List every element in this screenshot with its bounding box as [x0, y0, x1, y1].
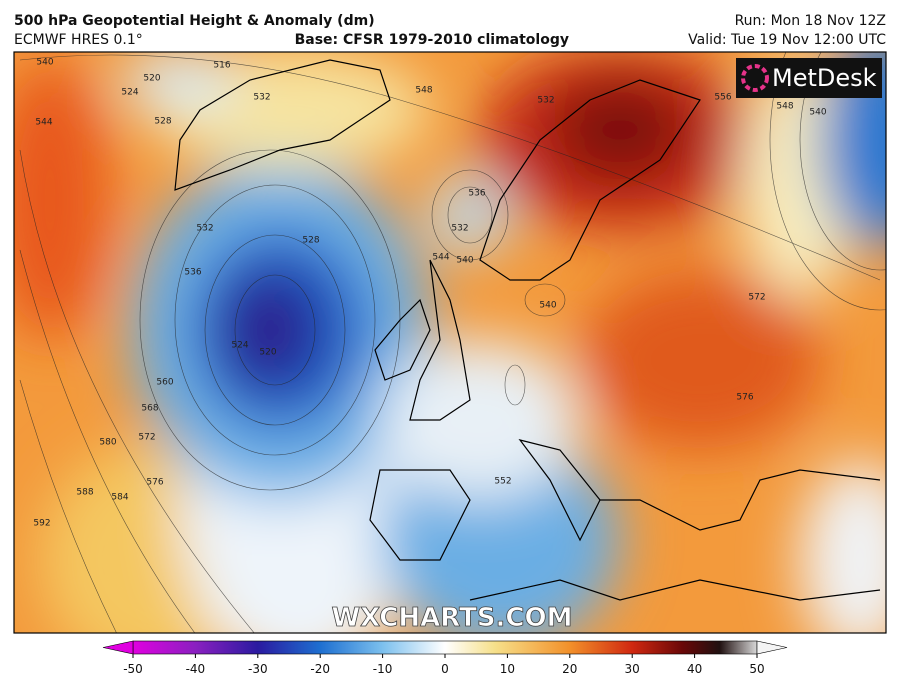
contour-label: 532 [451, 224, 468, 234]
colorbar-low-end [102, 640, 134, 655]
contour-label: 516 [213, 61, 230, 71]
colorbar-tick-label: 40 [687, 662, 702, 676]
contour-label: 548 [415, 86, 432, 96]
contour-label: 536 [468, 189, 485, 199]
contour-label: 524 [121, 88, 138, 98]
contour-label: 528 [154, 117, 171, 127]
contour-label: 544 [432, 253, 449, 263]
contour-label: 532 [537, 96, 554, 106]
contour-label: 540 [809, 108, 826, 118]
contour-label: 520 [143, 74, 160, 84]
contour-label: 580 [99, 438, 116, 448]
contour-label: 572 [748, 293, 765, 303]
logo-icon [741, 64, 769, 92]
contour-label: 544 [35, 118, 52, 128]
contour-label: 592 [33, 519, 50, 529]
colorbar-tick-label: 50 [749, 662, 764, 676]
contour-label: 568 [141, 404, 158, 414]
colorbar-tick-label: -50 [123, 662, 143, 676]
valid: Valid: Tue 19 Nov 12:00 UTC [688, 32, 886, 48]
logo-box [736, 58, 882, 98]
colorbar-tick-label: -40 [186, 662, 206, 676]
contour-label: 540 [36, 58, 53, 68]
contour-label: 528 [302, 236, 319, 246]
contour-label: 520 [259, 348, 276, 358]
title: 500 hPa Geopotential Height & Anomaly (d… [14, 13, 375, 29]
model: ECMWF HRES 0.1° [14, 32, 143, 48]
contour-label: 532 [196, 224, 213, 234]
contour-label: 548 [776, 102, 793, 112]
colorbar: -50 -40 -30 -20 -10 0 10 20 30 40 50 [102, 640, 788, 676]
colorbar-high-end [756, 640, 788, 655]
contour-label: 572 [138, 433, 155, 443]
contour-label: 540 [539, 301, 556, 311]
map-frame [13, 51, 887, 634]
colorbar-scale [132, 640, 758, 655]
watermark: WXCHARTS.COM [331, 603, 572, 633]
contour-labels: 540 520 524 528 544 532 516 548 532 556 548 540 536 5… [33, 58, 826, 529]
contour-label: 524 [231, 341, 248, 351]
colorbar-tick-label: -10 [373, 662, 393, 676]
contour-label: 584 [111, 493, 128, 503]
colorbar-tick-label: 10 [500, 662, 515, 676]
colorbar-tick-label: 0 [441, 662, 449, 676]
colorbar-tick-label: -20 [310, 662, 330, 676]
contour-label: 560 [156, 378, 173, 388]
contour-label: 576 [146, 478, 163, 488]
contour-label: 532 [253, 93, 270, 103]
base: Base: CFSR 1979-2010 climatology [295, 32, 569, 48]
logo: MetDesk [772, 64, 877, 92]
colorbar-tick-label: 30 [625, 662, 640, 676]
contour-label: 588 [76, 488, 93, 498]
contour-label: 536 [184, 268, 201, 278]
run: Run: Mon 18 Nov 12Z [735, 13, 886, 29]
contour-label: 576 [736, 393, 753, 403]
contour-label: 552 [494, 477, 511, 487]
colorbar-tick-label: 20 [562, 662, 577, 676]
colorbar-tick-label: -30 [248, 662, 268, 676]
contour-label: 540 [456, 256, 473, 266]
contour-label: 556 [714, 93, 731, 103]
